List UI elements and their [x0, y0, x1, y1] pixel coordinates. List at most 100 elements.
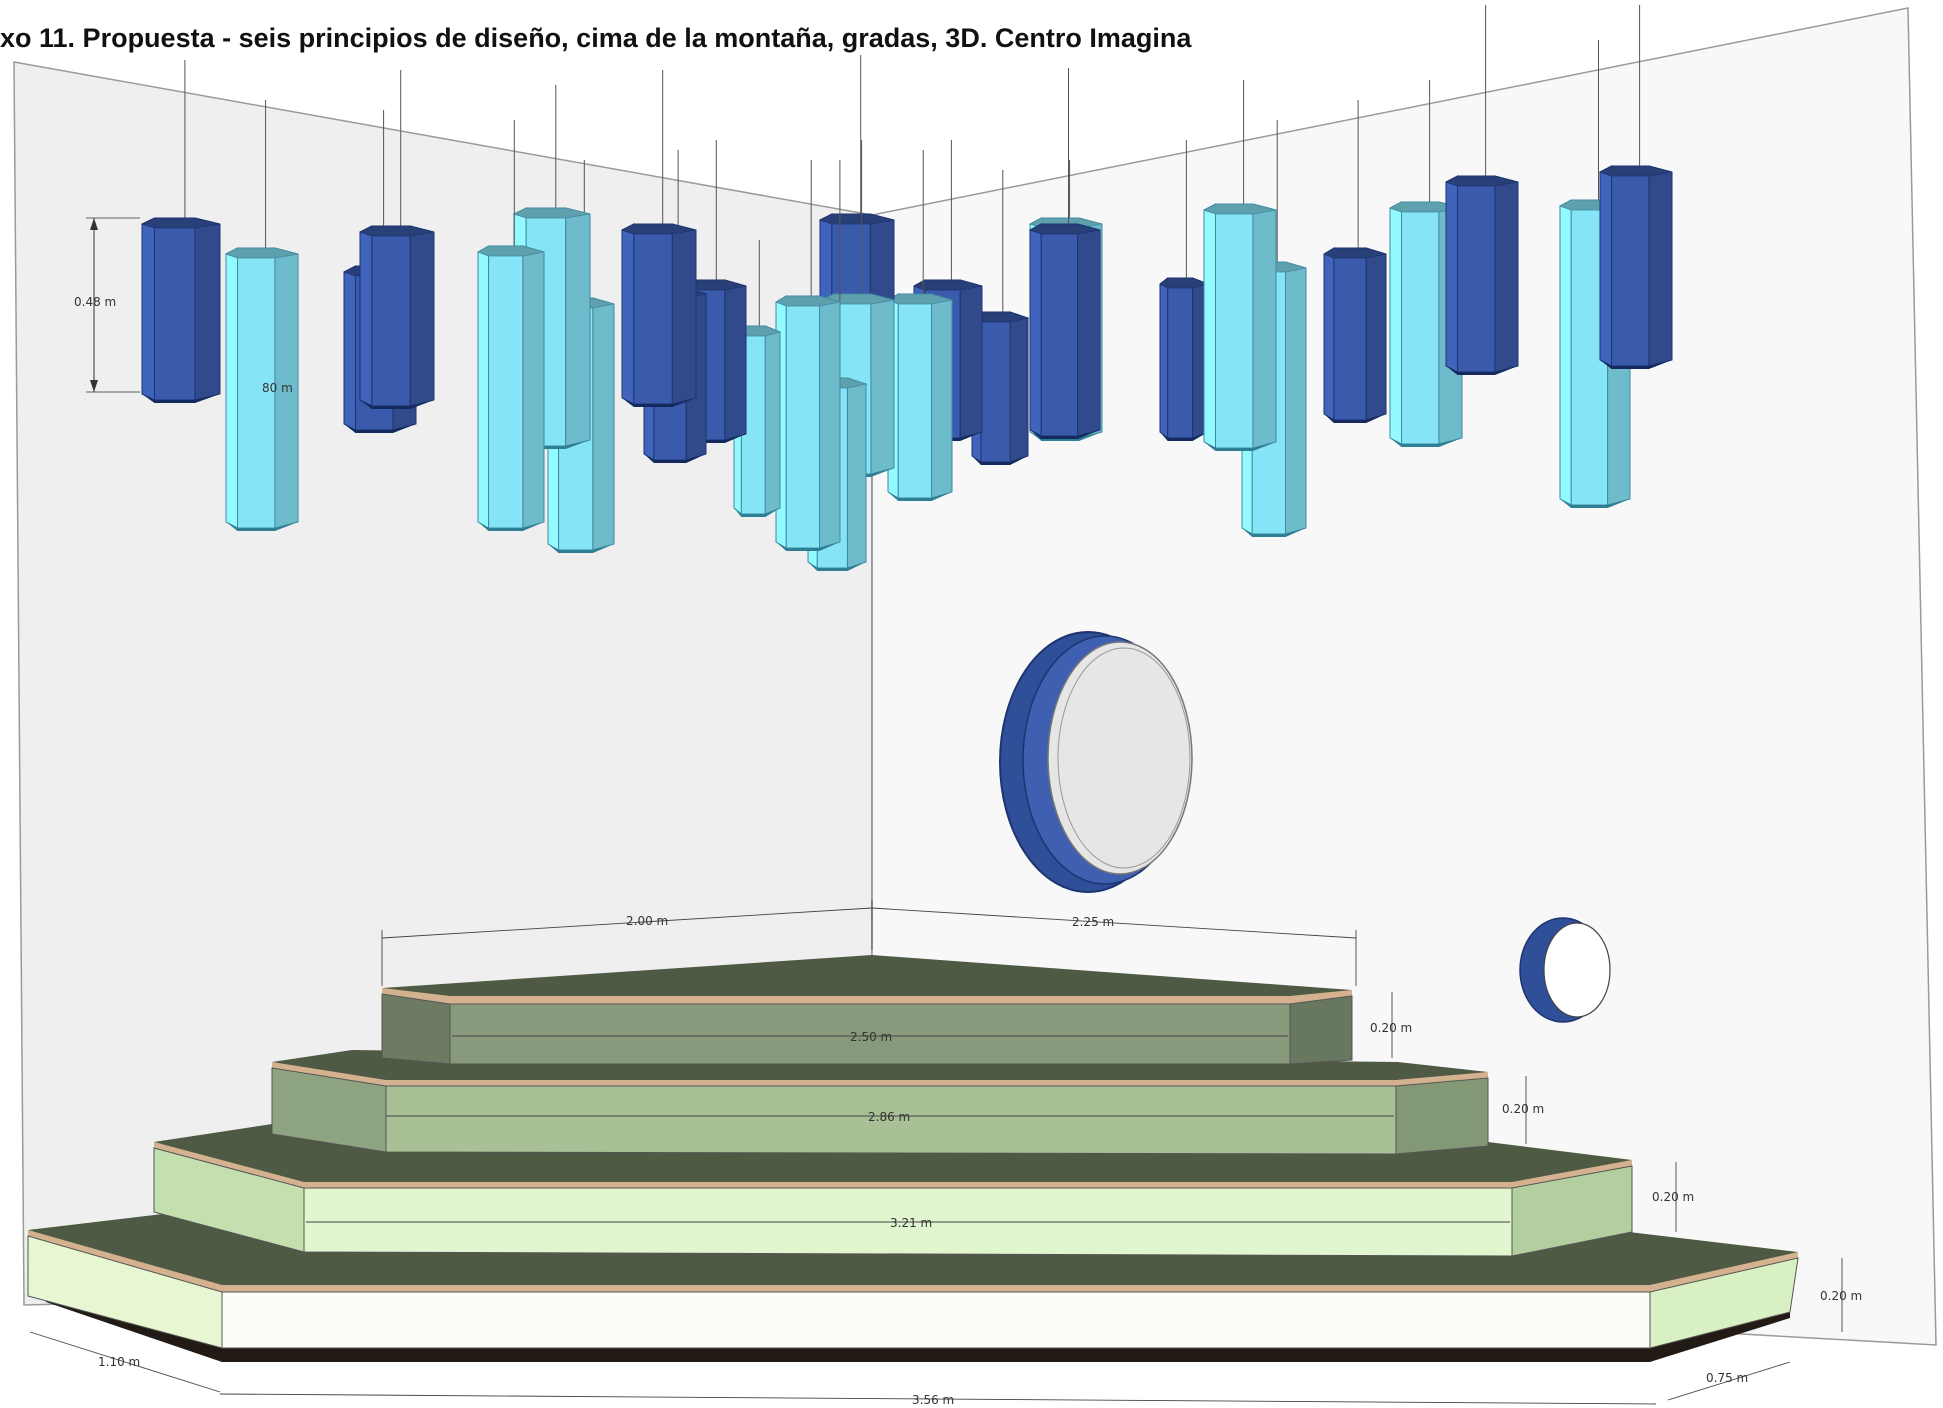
platform-dimensions — [29, 900, 1843, 1405]
step-4-front-riser — [221, 1291, 1651, 1349]
prism-face — [477, 245, 490, 529]
prism-bottom-cap — [1160, 432, 1208, 441]
prism-face — [1167, 277, 1194, 439]
prism-face — [931, 293, 953, 499]
prism-face — [194, 217, 221, 401]
prism-bottom-cap — [972, 456, 1028, 465]
top-right-edge-label: 2.25 m — [1072, 915, 1114, 929]
prism-top-cap — [358, 225, 435, 237]
prism-partial-label: 80 m — [262, 381, 293, 395]
prism-face — [819, 295, 841, 549]
step-height-1-label: 0.20 m — [1370, 1021, 1412, 1035]
prism-face — [980, 311, 1011, 463]
prism-bottom-cap — [1560, 499, 1630, 508]
prism-face — [359, 225, 373, 407]
step-1-trim — [382, 988, 1352, 1004]
hanging-prism-dark — [1323, 100, 1387, 423]
prism-top-cap — [1029, 223, 1101, 235]
base-left-label: 1.10 m — [98, 1355, 140, 1369]
prism-face — [1203, 203, 1217, 449]
prism-face — [1445, 175, 1459, 373]
prism-face — [621, 223, 635, 405]
top-left-edge-label: 2.00 m — [626, 914, 668, 928]
hanging-prism-dark — [620, 70, 697, 407]
prism-bottom-cap — [808, 562, 866, 571]
prism-face — [724, 279, 747, 441]
prism-face — [522, 245, 545, 529]
prism-bottom-cap — [142, 394, 220, 403]
prism-face — [1215, 203, 1254, 449]
prism-face — [225, 247, 239, 529]
prism-bottom-cap — [478, 522, 544, 531]
hanging-prism-light — [224, 100, 299, 531]
prism-face — [1365, 247, 1387, 421]
prism-bottom-cap — [360, 400, 434, 409]
prism-bottom-cap — [1324, 414, 1386, 423]
prism-bottom-cap — [644, 454, 706, 463]
prism-top-cap — [1202, 203, 1277, 215]
prism-bottom-cap — [1390, 438, 1462, 447]
prism-bottom-cap — [1446, 366, 1518, 375]
prism-bottom-cap — [548, 544, 614, 553]
prism-face — [592, 297, 615, 551]
prism-face — [1159, 276, 1169, 440]
step-3-trim — [154, 1142, 1632, 1188]
prism-top-cap — [140, 217, 221, 229]
prism-top-cap — [1444, 175, 1519, 187]
prism-face — [1389, 201, 1403, 445]
prism-top-cap — [512, 207, 591, 219]
prism-bottom-cap — [622, 398, 696, 407]
prism-face — [343, 265, 357, 431]
prism-top-cap — [620, 223, 697, 235]
prism-face — [1401, 201, 1440, 445]
prism-bottom-cap — [1242, 528, 1306, 537]
prism-bottom-cap — [1030, 430, 1100, 439]
prism-top-cap — [818, 213, 895, 225]
step-height-2-label: 0.20 m — [1502, 1102, 1544, 1116]
prism-top-cap — [477, 245, 545, 257]
hanging-prism-cluster — [140, 5, 1673, 571]
hanging-prism-light — [1202, 80, 1277, 451]
prism-top-cap — [224, 247, 299, 259]
prism-face — [785, 295, 821, 549]
prism-face — [1285, 261, 1307, 535]
prism-face — [565, 207, 591, 447]
prism-face — [1252, 203, 1277, 449]
prism-face — [1494, 175, 1519, 373]
prism-face — [1009, 311, 1029, 463]
base-right-label: 0.75 m — [1706, 1371, 1748, 1385]
prism-face — [671, 223, 697, 405]
prism-face — [409, 225, 435, 407]
platform-dimension-labels: 2.00 m 2.25 m 2.50 m 2.86 m 3.21 m 0.20 … — [98, 914, 1862, 1407]
prism-face — [1077, 223, 1101, 437]
prism-face — [1323, 247, 1335, 421]
prism-face — [153, 217, 196, 401]
step-1-left-riser — [381, 993, 451, 1065]
prism-bottom-cap — [226, 522, 298, 531]
base-width-label: 3.56 m — [912, 1393, 954, 1407]
prism-face — [764, 325, 781, 515]
prism-face — [846, 377, 867, 569]
prism-face — [1611, 165, 1650, 367]
prism-top-cap — [913, 279, 983, 291]
figure-caption: xo 11. Propuesta - seis principios de di… — [0, 23, 1192, 53]
prism-face — [1040, 223, 1079, 437]
prism-face — [1648, 165, 1673, 367]
hanging-prism-dark — [1444, 5, 1519, 375]
hanging-prism-light — [477, 120, 545, 531]
prism-height-label: 0.48 m — [74, 295, 116, 309]
step-height-3-label: 0.20 m — [1652, 1190, 1694, 1204]
step-3-right-riser — [1511, 1165, 1633, 1257]
prism-face — [141, 217, 155, 401]
prism-face — [1457, 175, 1496, 373]
prism-face — [633, 223, 673, 405]
prism-top-cap — [1323, 247, 1387, 259]
prism-bottom-cap — [734, 508, 780, 517]
step-2-trim — [272, 1062, 1488, 1086]
hanging-prism-dark — [358, 70, 435, 409]
large-circular-window — [999, 631, 1193, 893]
prism-face — [1333, 247, 1367, 421]
step-height-4-label: 0.20 m — [1820, 1289, 1862, 1303]
prism-face — [870, 293, 895, 475]
